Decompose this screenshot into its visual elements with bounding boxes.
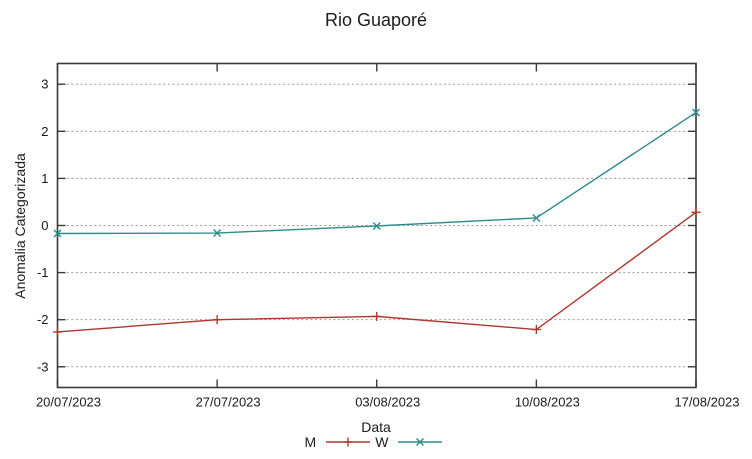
- legend-label-m: M: [304, 434, 317, 450]
- series-marker-cross-icon: [372, 221, 381, 230]
- series-marker-cross-icon: [532, 213, 541, 222]
- series-marker-cross-icon: [692, 108, 700, 117]
- y-tick-label: 0: [41, 218, 48, 233]
- series-marker-cross-icon: [213, 229, 222, 238]
- y-tick-label: 2: [41, 124, 48, 139]
- x-tick-label: 03/08/2023: [355, 395, 420, 410]
- series-marker-cross-icon: [53, 229, 62, 238]
- y-tick-label: 3: [41, 77, 48, 92]
- x-tick-label: 27/07/2023: [196, 395, 261, 410]
- chart-title: Rio Guaporé: [324, 10, 428, 30]
- legend-label-w: W: [375, 434, 389, 450]
- y-tick-label: -3: [37, 359, 49, 374]
- legend-line-sample-w-icon: [398, 438, 443, 446]
- legend-line-sample-m-icon: [326, 437, 371, 447]
- x-tick-label: 10/08/2023: [515, 395, 580, 410]
- y-tick-label: -1: [37, 265, 49, 280]
- x-axis-label: Data: [361, 419, 391, 435]
- x-tick-label: 20/07/2023: [36, 395, 101, 410]
- series-marker-cross-icon: [416, 438, 425, 446]
- y-tick-label: -2: [37, 312, 49, 327]
- series-W-line: [57, 111, 697, 235]
- x-tick-label: 17/08/2023: [674, 395, 739, 410]
- legend: M W: [0, 434, 752, 450]
- y-tick-label: 1: [41, 171, 48, 186]
